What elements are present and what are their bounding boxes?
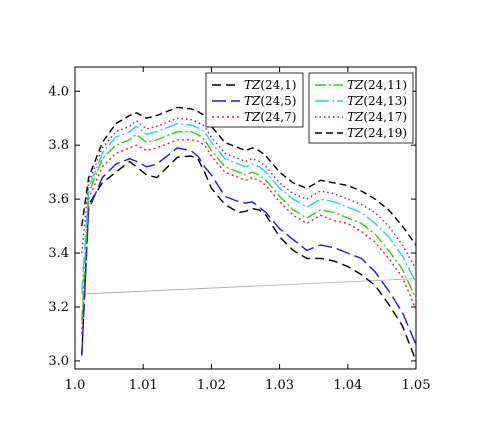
y-tick-label: 3.4 (48, 246, 69, 261)
legend-label-args: (24,17) (363, 110, 407, 124)
series-line-5 (81, 122, 417, 294)
legend-label-prefix: TZ (347, 94, 364, 108)
series-line-4 (81, 130, 417, 321)
reference-line (81, 278, 417, 295)
legend-label-prefix: TZ (347, 126, 364, 140)
legend-label-args: (24,5) (260, 94, 296, 108)
legend-label-args: (24,7) (260, 110, 296, 124)
plot-frame (74, 66, 417, 370)
y-tick-label: 4.0 (48, 84, 69, 99)
y-tick-label: 3.6 (48, 192, 69, 207)
legend-label-prefix: TZ (347, 110, 364, 124)
legend-label: TZ(24,7) (244, 110, 296, 124)
x-tick-label: 1.0 (65, 378, 86, 393)
x-tick-label: 1.03 (265, 378, 294, 393)
series-line-3 (81, 139, 417, 334)
legend-label: TZ(24,17) (347, 110, 407, 124)
legend-label-prefix: TZ (244, 78, 261, 92)
x-tick-label: 1.04 (333, 378, 362, 393)
series-line-1 (81, 155, 417, 362)
legend-label: TZ(24,11) (347, 78, 407, 92)
plot-axes: 1.0 1.01 1.02 1.03 1.04 1.05 3.0 3.2 3.4 3.6 3.8 4.… (48, 66, 431, 393)
y-tick-label: 3.0 (48, 354, 69, 369)
series-line-2 (81, 147, 417, 356)
legend: TZ(24,1)TZ(24,5)TZ(24,7)TZ(24,11)TZ(24,1… (205, 72, 414, 144)
legend-label-args: (24,1) (260, 78, 296, 92)
legend-label-prefix: TZ (244, 110, 261, 124)
legend-label-args: (24,13) (363, 94, 407, 108)
legend-label-args: (24,19) (363, 126, 407, 140)
legend-label-prefix: TZ (244, 94, 261, 108)
legend-label: TZ(24,1) (244, 78, 296, 92)
series-line-6 (81, 117, 417, 270)
legend-label: TZ(24,19) (347, 126, 407, 140)
x-tick-label: 1.01 (129, 378, 158, 393)
series-line-7 (81, 106, 417, 246)
series-layer (81, 106, 417, 362)
legend-label-args: (24,11) (363, 78, 407, 92)
legend-label: TZ(24,13) (347, 94, 407, 108)
y-tick-label: 3.8 (48, 138, 69, 153)
legend-label: TZ(24,5) (244, 94, 296, 108)
legend-box-1 (205, 72, 304, 128)
legend-box-2 (308, 72, 414, 144)
legend-label-prefix: TZ (347, 78, 364, 92)
x-tick-label: 1.05 (402, 378, 431, 393)
y-tick-label: 3.2 (48, 300, 69, 315)
x-tick-label: 1.02 (197, 378, 226, 393)
